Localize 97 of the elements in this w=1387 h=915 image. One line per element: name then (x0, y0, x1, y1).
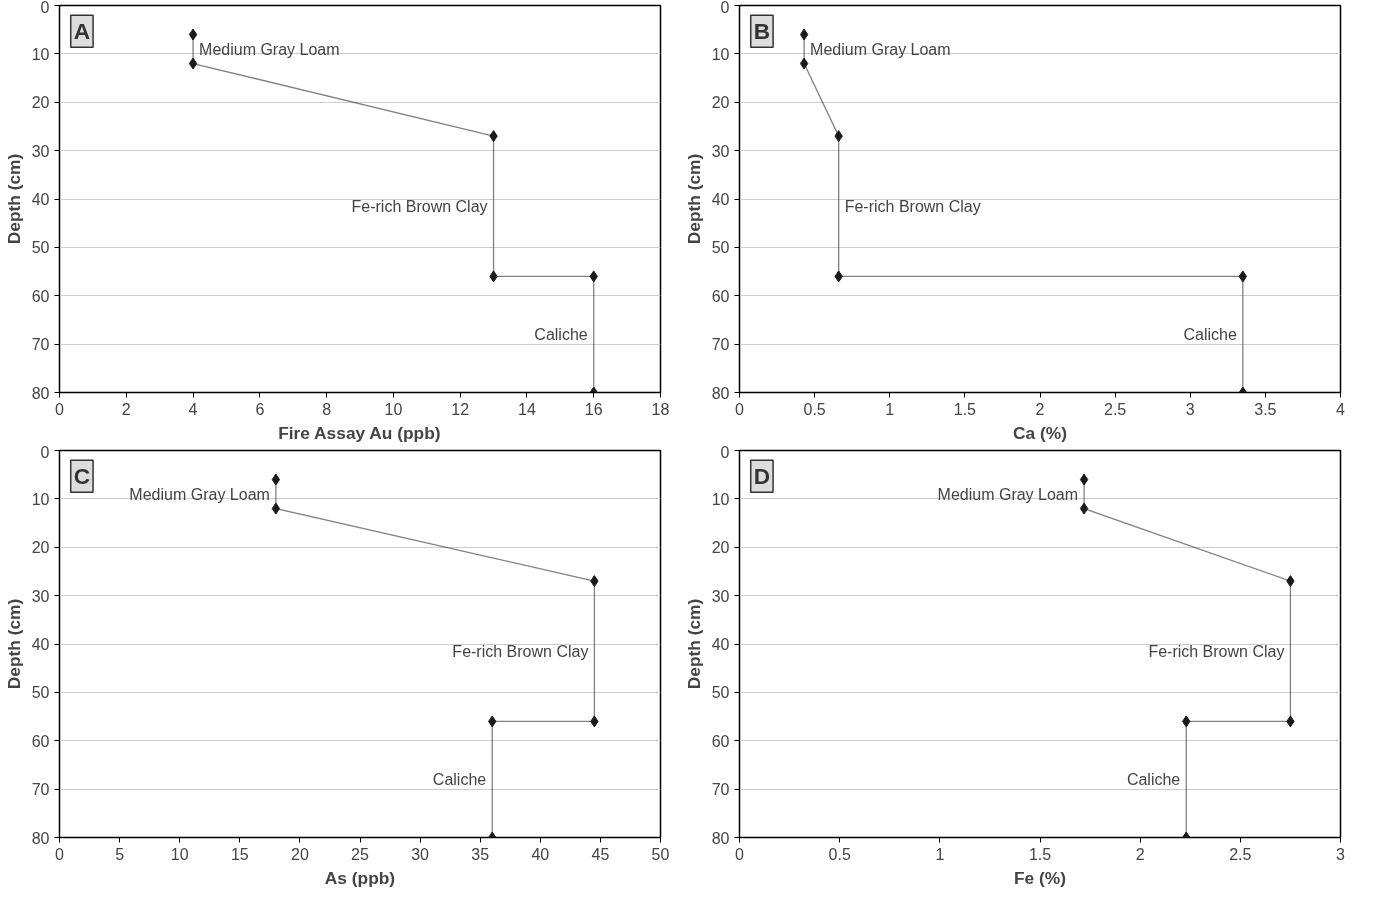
y-tick-label: 0 (40, 0, 50, 16)
x-tick-label: 35 (471, 845, 490, 863)
y-tick-label: 0 (720, 443, 730, 461)
y-tick-label: 60 (31, 732, 50, 750)
y-tick-label: 80 (711, 829, 730, 847)
x-axis-title: Fe (%) (1014, 867, 1067, 888)
y-axis-title: Depth (cm) (683, 598, 704, 690)
x-tick-label: 8 (322, 400, 332, 418)
annotation: Medium Gray Loam (129, 485, 270, 503)
x-tick-label: 20 (291, 845, 309, 863)
y-tick-label: 80 (711, 384, 730, 402)
x-tick-label: 45 (591, 845, 610, 863)
x-tick-label: 0 (735, 845, 745, 863)
annotation: C (73, 463, 91, 490)
y-tick-label: 70 (711, 336, 730, 354)
y-tick-label: 40 (711, 191, 730, 208)
y-tick-label: 80 (31, 384, 50, 402)
x-tick-label: 12 (451, 400, 470, 418)
x-tick-label: 16 (584, 400, 603, 418)
annotation: Medium Gray Loam (937, 485, 1079, 503)
x-tick-label: 6 (255, 400, 265, 418)
x-tick-label: 10 (384, 400, 403, 418)
x-tick-label: 25 (351, 845, 369, 863)
annotation: A (73, 18, 91, 45)
x-tick-label: 3 (1185, 400, 1195, 418)
x-tick-label: 0.5 (803, 400, 826, 418)
x-tick-label: 0 (55, 845, 65, 863)
y-tick-label: 30 (711, 587, 730, 605)
y-tick-label: 0 (720, 0, 730, 16)
y-tick-label: 20 (711, 94, 730, 112)
y-tick-label: 80 (31, 829, 50, 847)
x-axis-title: Ca (%) (1013, 422, 1067, 443)
annotation: Caliche (432, 770, 487, 788)
x-tick-label: 15 (230, 845, 249, 863)
x-tick-label: 2 (1135, 845, 1145, 863)
x-axis-title: Fire Assay Au (ppb) (278, 422, 441, 443)
y-tick-label: 40 (31, 191, 50, 208)
x-tick-label: 1 (935, 845, 945, 863)
y-tick-label: 30 (31, 142, 50, 160)
x-tick-label: 2 (121, 400, 131, 418)
y-tick-label: 50 (711, 239, 730, 257)
y-tick-label: 50 (31, 239, 50, 257)
x-tick-label: 0.5 (828, 845, 851, 863)
annotation: Fe-rich Brown Clay (452, 642, 589, 660)
y-axis-title: Depth (cm) (683, 153, 704, 245)
y-axis-title: Depth (cm) (3, 598, 24, 690)
x-tick-label: 3.5 (1254, 400, 1277, 418)
x-tick-label: 50 (651, 845, 670, 863)
x-tick-label: 2.5 (1229, 845, 1252, 863)
x-tick-label: 1.5 (953, 400, 977, 418)
annotation: Fe-rich Brown Clay (844, 197, 981, 215)
y-tick-label: 60 (711, 287, 730, 305)
annotation: Caliche (1126, 770, 1181, 788)
y-tick-label: 40 (31, 636, 50, 653)
x-tick-label: 1 (885, 400, 895, 418)
x-tick-label: 0 (735, 400, 745, 418)
annotation: Caliche (1183, 325, 1237, 343)
y-tick-label: 70 (31, 336, 50, 354)
y-tick-label: 10 (31, 45, 50, 63)
y-tick-label: 60 (711, 732, 730, 750)
annotation: B (753, 18, 771, 45)
x-axis-title: As (ppb) (324, 867, 396, 888)
x-tick-label: 40 (531, 845, 550, 863)
x-tick-label: 3 (1336, 845, 1346, 863)
y-tick-label: 60 (31, 287, 50, 305)
y-tick-label: 30 (31, 587, 50, 605)
x-tick-label: 10 (170, 845, 189, 863)
y-axis-title: Depth (cm) (3, 153, 24, 245)
y-tick-label: 0 (40, 443, 50, 461)
y-tick-label: 30 (711, 142, 730, 160)
y-tick-label: 20 (31, 94, 50, 112)
y-tick-label: 20 (31, 539, 50, 557)
annotation: Fe-rich Brown Clay (1148, 642, 1285, 660)
y-tick-label: 70 (31, 781, 50, 799)
x-tick-label: 2.5 (1104, 400, 1127, 418)
y-tick-label: 10 (711, 45, 730, 63)
y-tick-label: 10 (711, 490, 730, 508)
y-tick-label: 50 (711, 684, 730, 702)
x-tick-label: 14 (518, 400, 536, 418)
annotation: Caliche (534, 325, 588, 343)
y-tick-label: 40 (711, 636, 730, 653)
x-tick-label: 5 (115, 845, 125, 863)
annotation: D (753, 463, 771, 490)
annotation: Medium Gray Loam (810, 40, 951, 58)
annotation: Fe-rich Brown Clay (351, 197, 488, 215)
y-tick-label: 20 (711, 539, 730, 557)
x-tick-label: 4 (1336, 400, 1346, 418)
x-tick-label: 0 (55, 400, 65, 418)
y-tick-label: 70 (711, 781, 730, 799)
annotation: Medium Gray Loam (199, 40, 340, 58)
y-tick-label: 50 (31, 684, 50, 702)
x-tick-label: 2 (1035, 400, 1045, 418)
x-tick-label: 30 (411, 845, 430, 863)
x-tick-label: 1.5 (1028, 845, 1052, 863)
y-tick-label: 10 (31, 490, 50, 508)
x-tick-label: 4 (188, 400, 198, 418)
x-tick-label: 18 (651, 400, 670, 418)
